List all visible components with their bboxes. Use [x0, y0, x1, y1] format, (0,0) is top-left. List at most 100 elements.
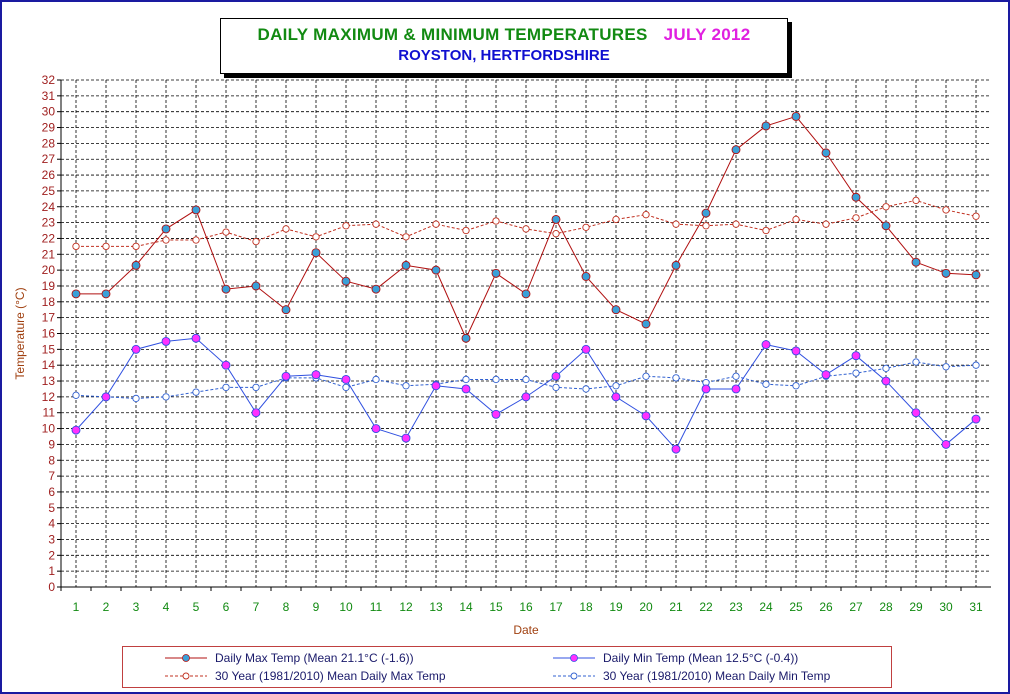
data-point-mean-max — [942, 206, 950, 214]
data-point-min — [611, 392, 621, 402]
x-tick-label: 18 — [579, 600, 593, 614]
data-point-max — [281, 305, 291, 315]
y-tick-label: 16 — [42, 327, 56, 341]
y-tick-label: 1 — [48, 564, 55, 578]
data-point-min — [581, 344, 591, 354]
data-point-mean-min — [462, 375, 470, 384]
x-tick-label: 20 — [639, 600, 653, 614]
data-point-mean-max — [222, 228, 230, 236]
y-tick-label: 3 — [48, 532, 55, 546]
data-point-mean-max — [102, 242, 110, 251]
data-point-mean-max — [912, 196, 920, 205]
x-tick-label: 30 — [939, 600, 953, 614]
x-tick-label: 14 — [459, 600, 473, 614]
y-tick-label: 6 — [48, 485, 55, 499]
data-point-mean-min — [882, 364, 890, 373]
legend-swatch-max — [165, 654, 207, 662]
x-tick-label: 11 — [370, 600, 383, 614]
data-point-min — [251, 408, 261, 418]
data-point-mean-max — [642, 211, 650, 219]
data-point-min — [311, 370, 321, 380]
data-point-mean-min — [402, 382, 410, 390]
y-tick-label: 20 — [42, 263, 56, 277]
data-point-min — [851, 351, 861, 361]
data-point-mean-min — [912, 358, 920, 366]
data-point-mean-max — [312, 233, 320, 241]
data-point-mean-max — [282, 225, 290, 233]
data-point-mean-max — [372, 220, 380, 228]
data-point-mean-max — [552, 230, 560, 238]
data-point-mean-min — [522, 375, 530, 384]
data-point-min — [101, 392, 111, 402]
data-point-mean-max — [852, 214, 860, 222]
data-point-max — [821, 148, 831, 158]
x-tick-label: 9 — [313, 600, 320, 614]
x-tick-label: 1 — [73, 600, 80, 614]
data-point-mean-max — [492, 217, 500, 225]
y-tick-label: 12 — [42, 390, 56, 404]
x-tick-label: 29 — [909, 600, 923, 614]
chart-legend: Daily Max Temp (Mean 21.1°C (-1.6)) Dail… — [122, 646, 892, 688]
y-axis-title: Temperature (°C) — [13, 287, 27, 379]
data-point-max — [341, 276, 351, 286]
data-point-min — [221, 360, 231, 370]
data-point-max — [731, 145, 741, 155]
x-tick-label: 26 — [819, 600, 833, 614]
data-point-min — [491, 409, 501, 419]
data-point-min — [431, 381, 441, 391]
data-point-max — [101, 289, 111, 299]
data-point-mean-min — [612, 382, 620, 390]
x-tick-label: 2 — [103, 600, 110, 614]
data-point-max — [971, 270, 981, 280]
y-tick-label: 13 — [42, 374, 56, 388]
x-tick-label: 16 — [519, 600, 533, 614]
y-tick-label: 8 — [48, 453, 55, 467]
data-point-max — [71, 289, 81, 299]
legend-item-mean-max: 30 Year (1981/2010) Mean Daily Max Temp — [163, 667, 446, 685]
data-point-max — [431, 265, 441, 275]
data-point-mean-max — [972, 212, 980, 220]
data-point-mean-max — [72, 242, 80, 251]
legend-label-mean-max: 30 Year (1981/2010) Mean Daily Max Temp — [215, 669, 446, 683]
y-tick-label: 2 — [48, 548, 55, 562]
data-point-min — [71, 425, 81, 435]
data-point-mean-min — [852, 369, 860, 377]
x-axis-title: Date — [513, 623, 539, 637]
data-point-max — [851, 192, 861, 202]
data-point-min — [791, 346, 801, 356]
legend-swatch-mean-min — [553, 672, 595, 680]
y-tick-label: 4 — [48, 517, 55, 531]
x-tick-label: 25 — [789, 600, 803, 614]
data-point-min — [821, 370, 831, 380]
data-point-min — [731, 384, 741, 394]
data-point-mean-max — [672, 220, 680, 228]
legend-swatch-mean-max — [165, 672, 207, 680]
y-tick-label: 23 — [42, 216, 56, 230]
data-point-mean-min — [552, 383, 560, 392]
x-tick-label: 13 — [429, 600, 443, 614]
data-point-mean-max — [702, 222, 710, 230]
chart-title-month: JULY 2012 — [663, 25, 751, 44]
x-tick-label: 22 — [699, 600, 713, 614]
x-tick-label: 19 — [609, 600, 623, 614]
data-point-mean-max — [252, 237, 260, 246]
y-tick-label: 9 — [48, 437, 55, 451]
data-point-min — [371, 424, 381, 434]
data-point-mean-max — [522, 225, 530, 233]
data-point-mean-min — [732, 372, 740, 380]
data-point-mean-min — [162, 393, 170, 401]
data-point-max — [491, 268, 501, 278]
chart-title: DAILY MAXIMUM & MINIMUM TEMPERATURES JULY… — [221, 25, 787, 45]
x-tick-label: 28 — [879, 600, 893, 614]
data-point-mean-max — [462, 226, 470, 235]
legend-item-mean-min: 30 Year (1981/2010) Mean Daily Min Temp — [551, 667, 830, 685]
chart-title-box: DAILY MAXIMUM & MINIMUM TEMPERATURES JULY… — [220, 18, 788, 74]
data-point-max — [641, 319, 651, 329]
legend-label-min: Daily Min Temp (Mean 12.5°C (-0.4)) — [603, 651, 799, 665]
data-point-mean-max — [612, 215, 620, 224]
data-point-max — [251, 281, 261, 291]
data-point-max — [611, 305, 621, 315]
y-tick-label: 28 — [42, 136, 56, 150]
data-point-min — [401, 433, 411, 443]
